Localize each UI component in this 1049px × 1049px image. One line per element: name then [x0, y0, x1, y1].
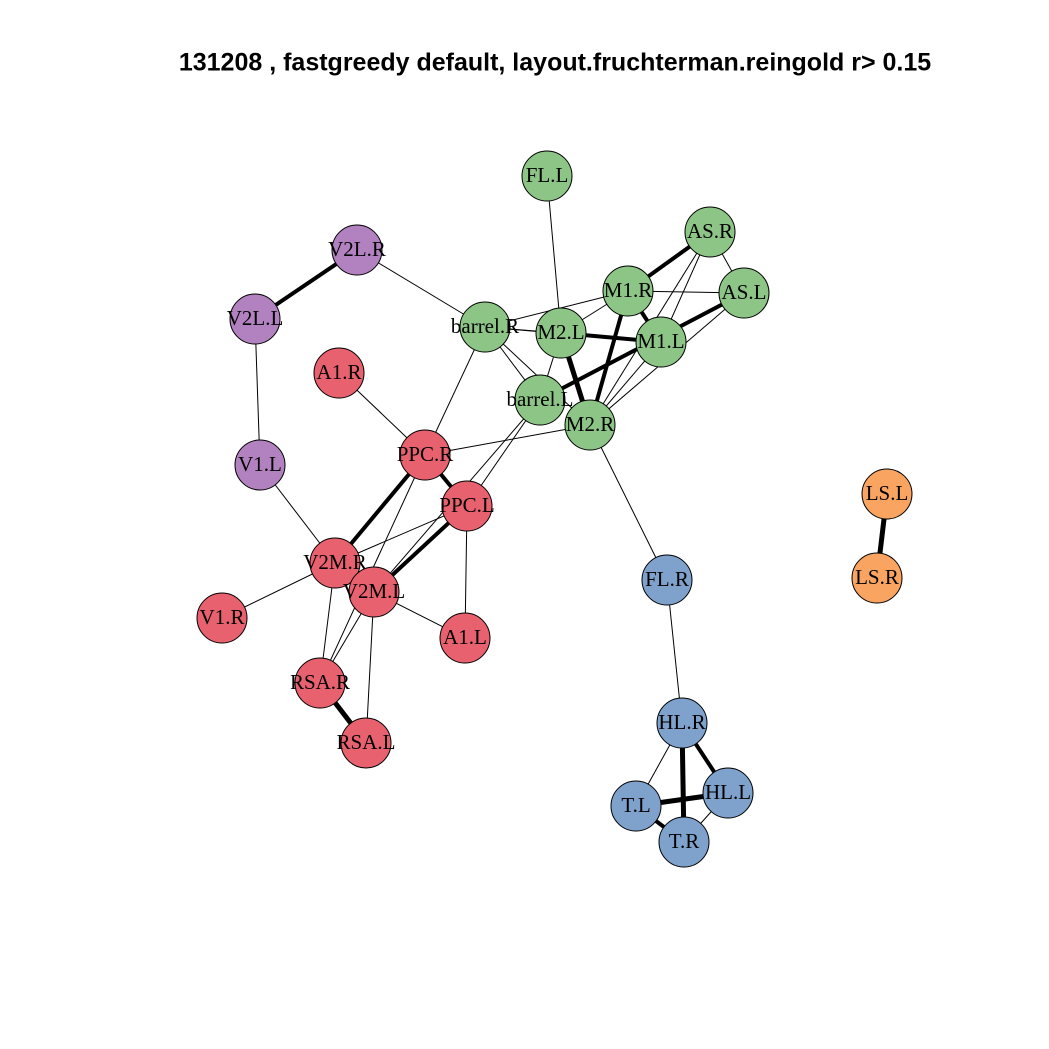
node [459, 301, 511, 353]
node [521, 150, 573, 202]
node [313, 347, 365, 399]
node [610, 780, 662, 832]
node-label: PPC.L [439, 493, 494, 517]
node-label: barrel.L [506, 387, 573, 411]
node-label: LS.L [866, 481, 909, 505]
node-label: V2L.R [328, 237, 386, 261]
node [294, 657, 346, 709]
node [635, 316, 687, 368]
title: 131208 , fastgreedy default, layout.fruc… [179, 49, 931, 77]
node [702, 767, 754, 819]
node [439, 612, 491, 664]
node-label: HL.L [705, 780, 751, 804]
edge [589, 424, 668, 581]
node [441, 480, 493, 532]
node [564, 399, 616, 451]
node-label: RSA.R [290, 670, 350, 694]
node-label: FL.L [526, 163, 569, 187]
node-label: T.L [621, 793, 650, 817]
node-label: AS.R [687, 219, 733, 243]
node-label: RSA.L [337, 730, 396, 754]
node [399, 429, 451, 481]
node [331, 224, 383, 276]
edge [424, 424, 591, 456]
node-label: A1.L [443, 625, 487, 649]
node [658, 816, 710, 868]
node-label: M1.L [637, 329, 684, 353]
node-label: LS.R [855, 565, 899, 589]
node-label: barrel.R [451, 314, 519, 338]
node [234, 439, 286, 491]
node-label: A1.R [317, 360, 362, 384]
node [851, 552, 903, 604]
node-label: V2L.L [227, 306, 284, 330]
node [602, 265, 654, 317]
node [229, 293, 281, 345]
node-label: V1.L [238, 452, 282, 476]
node [684, 206, 736, 258]
node-label: M2.L [537, 320, 584, 344]
node-label: FL.R [645, 567, 689, 591]
node [309, 537, 361, 589]
node [196, 592, 248, 644]
node [656, 697, 708, 749]
node [348, 566, 400, 618]
node-label: AS.L [722, 280, 767, 304]
node-label: V1.R [200, 605, 245, 629]
node-label: PPC.R [397, 442, 454, 466]
node-label: HL.R [658, 710, 705, 734]
node-label: M1.R [604, 278, 652, 302]
node [535, 307, 587, 359]
node [340, 717, 392, 769]
node [718, 267, 770, 319]
node-label: V2M.L [343, 579, 405, 603]
node [861, 468, 913, 520]
node-label: T.R [669, 829, 700, 853]
node [514, 374, 566, 426]
edge [546, 175, 562, 334]
node-label: V2M.R [303, 550, 367, 574]
node [641, 554, 693, 606]
node-label: M2.R [566, 412, 614, 436]
